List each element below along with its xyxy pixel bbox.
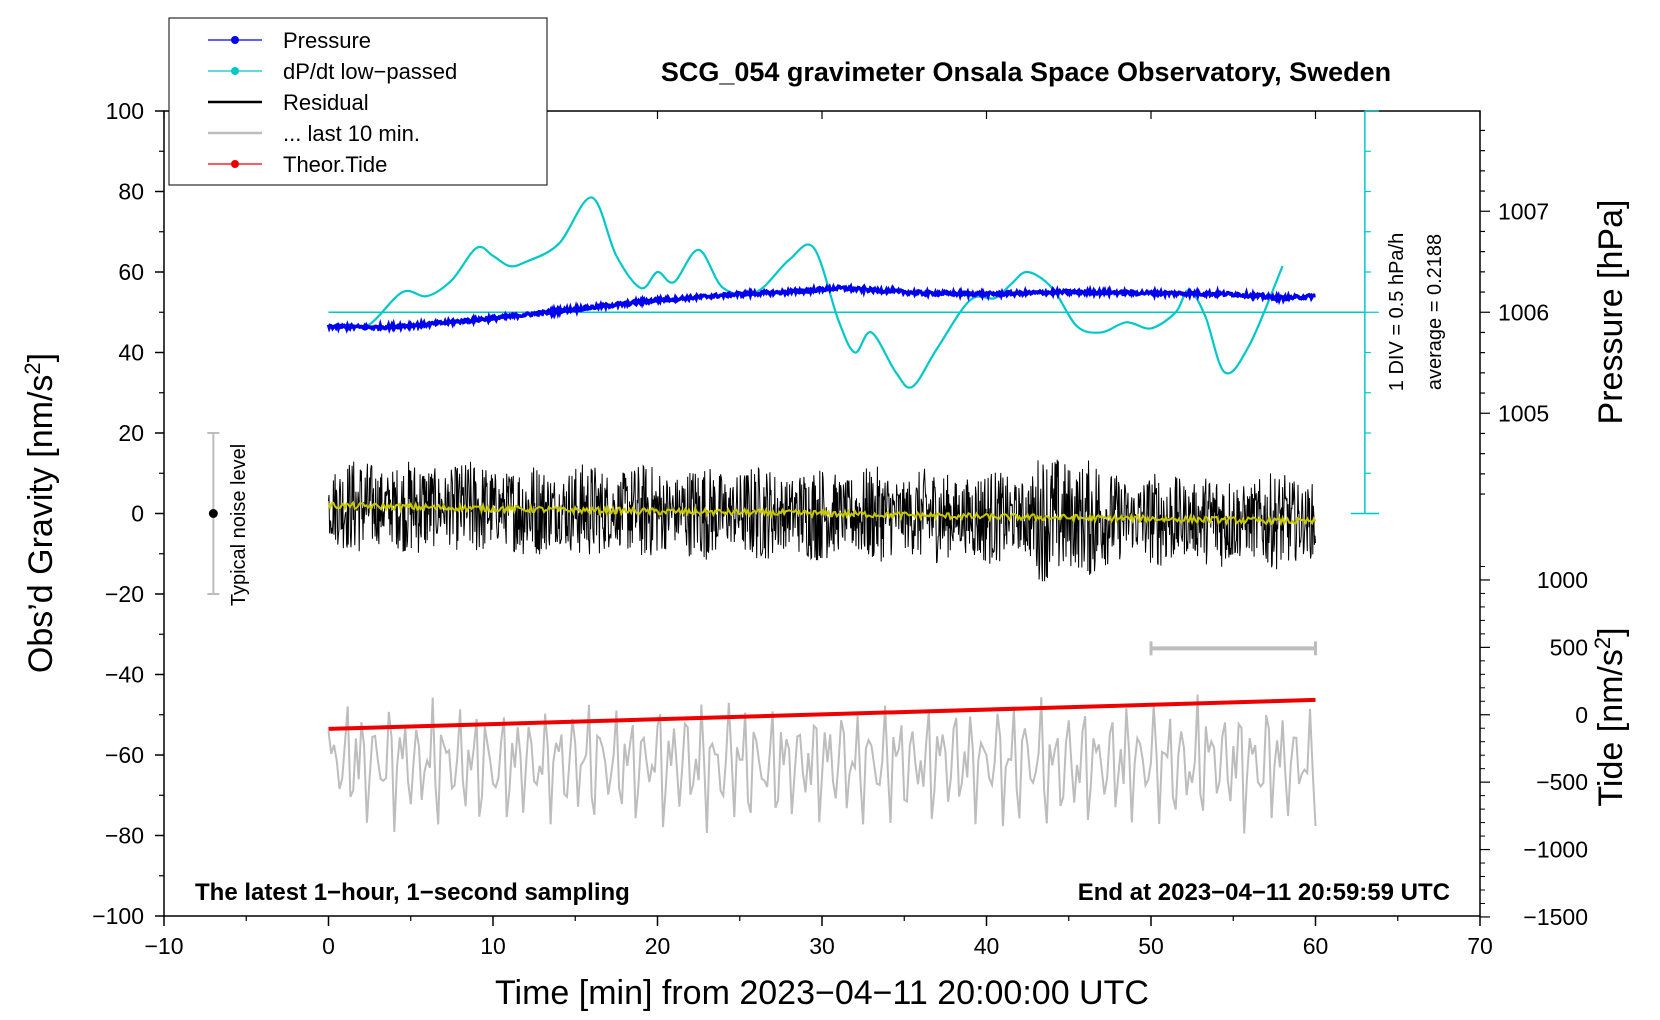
legend: Pressure dP/dt low−passed Residual ... last… (168, 17, 548, 186)
tide-tick-label: −500 (1536, 769, 1588, 795)
x-tick-label: 50 (1138, 933, 1164, 959)
x-axis-title: Time [min] from 2023−04−11 20:00:00 UTC (495, 974, 1149, 1012)
y-tick-label: 40 (118, 340, 144, 366)
series-theor-tide (328, 697, 1316, 731)
y-tick-label: 60 (118, 259, 144, 285)
x-tick-label: 60 (1303, 933, 1329, 959)
tide-tick-label: 1000 (1537, 567, 1588, 593)
legend-label: dP/dt low−passed (283, 59, 457, 84)
y-tick-label: 20 (118, 420, 144, 446)
noise-level-dot (208, 509, 218, 518)
pressure-layer (326, 282, 1316, 335)
y-axis-left-title: Obs’d Gravity [nm/s2] (20, 353, 61, 673)
legend-item: Pressure (208, 28, 371, 53)
last-10-min-layer (327, 694, 1317, 834)
series-last-10-min (327, 694, 1317, 834)
x-tick-label: 10 (480, 933, 506, 959)
average-label: average = 0.2188 (1424, 234, 1446, 390)
x-tick-label: 0 (322, 933, 335, 959)
x-tick-label: −10 (144, 933, 183, 959)
tide-tick-label: 0 (1575, 702, 1588, 728)
sampling-annotation: The latest 1−hour, 1−second sampling (195, 879, 630, 906)
pressure-tick-label: 1005 (1498, 400, 1549, 426)
legend-label: Pressure (283, 28, 371, 53)
tide-axis-title: Tide [nm/s2] (1590, 627, 1631, 806)
y-tick-label: 100 (106, 98, 144, 124)
pressure-tick-label: 1007 (1498, 198, 1549, 224)
series-dpdt-low-passed (348, 196, 1284, 389)
y-tick-label: −80 (105, 823, 144, 849)
y-tick-label: 80 (118, 179, 144, 205)
x-tick-label: 30 (809, 933, 835, 959)
series-pressure (326, 282, 1316, 335)
legend-label: ... last 10 min. (283, 121, 420, 146)
axes-layer: −10 0 10 20 30 40 50 60 70100806040200−20−40−60−… (92, 98, 1588, 959)
legend-swatch-marker (231, 67, 239, 75)
end-time-annotation: End at 2023−04−11 20:59:59 UTC (1078, 879, 1450, 906)
misc-markers-layer (207, 110, 1379, 656)
x-tick-label: 40 (974, 933, 1000, 959)
y-tick-label: −100 (92, 903, 144, 929)
tide-tick-label: 500 (1550, 634, 1588, 660)
div-label: 1 DIV = 0.5 hPa/h (1386, 233, 1408, 391)
x-tick-label: 70 (1467, 933, 1493, 959)
residual-trend-layer (327, 500, 1317, 527)
legend-item: dP/dt low−passed (208, 59, 457, 84)
y-tick-label: −40 (105, 662, 144, 688)
pressure-axis-title: Pressure [hPa] (1592, 200, 1630, 425)
noise-level-label: Typical noise level (228, 444, 250, 606)
x-tick-label: 20 (645, 933, 671, 959)
legend-swatch-marker (231, 160, 239, 168)
legend-label: Theor.Tide (283, 152, 387, 177)
legend-label: Residual (283, 90, 369, 115)
legend-swatch-marker (231, 36, 239, 44)
tide-tick-label: −1500 (1523, 904, 1588, 930)
y-tick-label: 0 (131, 501, 144, 527)
legend-item: Theor.Tide (208, 152, 387, 177)
dpdt-layer (328, 196, 1365, 389)
series-residual-smoothed (327, 500, 1317, 527)
legend-item: Residual (208, 90, 369, 115)
tide-layer (328, 697, 1316, 731)
tide-tick-label: −1000 (1523, 837, 1588, 863)
y-tick-label: −60 (105, 742, 144, 768)
legend-item: ... last 10 min. (208, 121, 420, 146)
chart-title: SCG_054 gravimeter Onsala Space Observat… (661, 57, 1391, 87)
y-tick-label: −20 (105, 581, 144, 607)
pressure-tick-label: 1006 (1498, 299, 1549, 325)
